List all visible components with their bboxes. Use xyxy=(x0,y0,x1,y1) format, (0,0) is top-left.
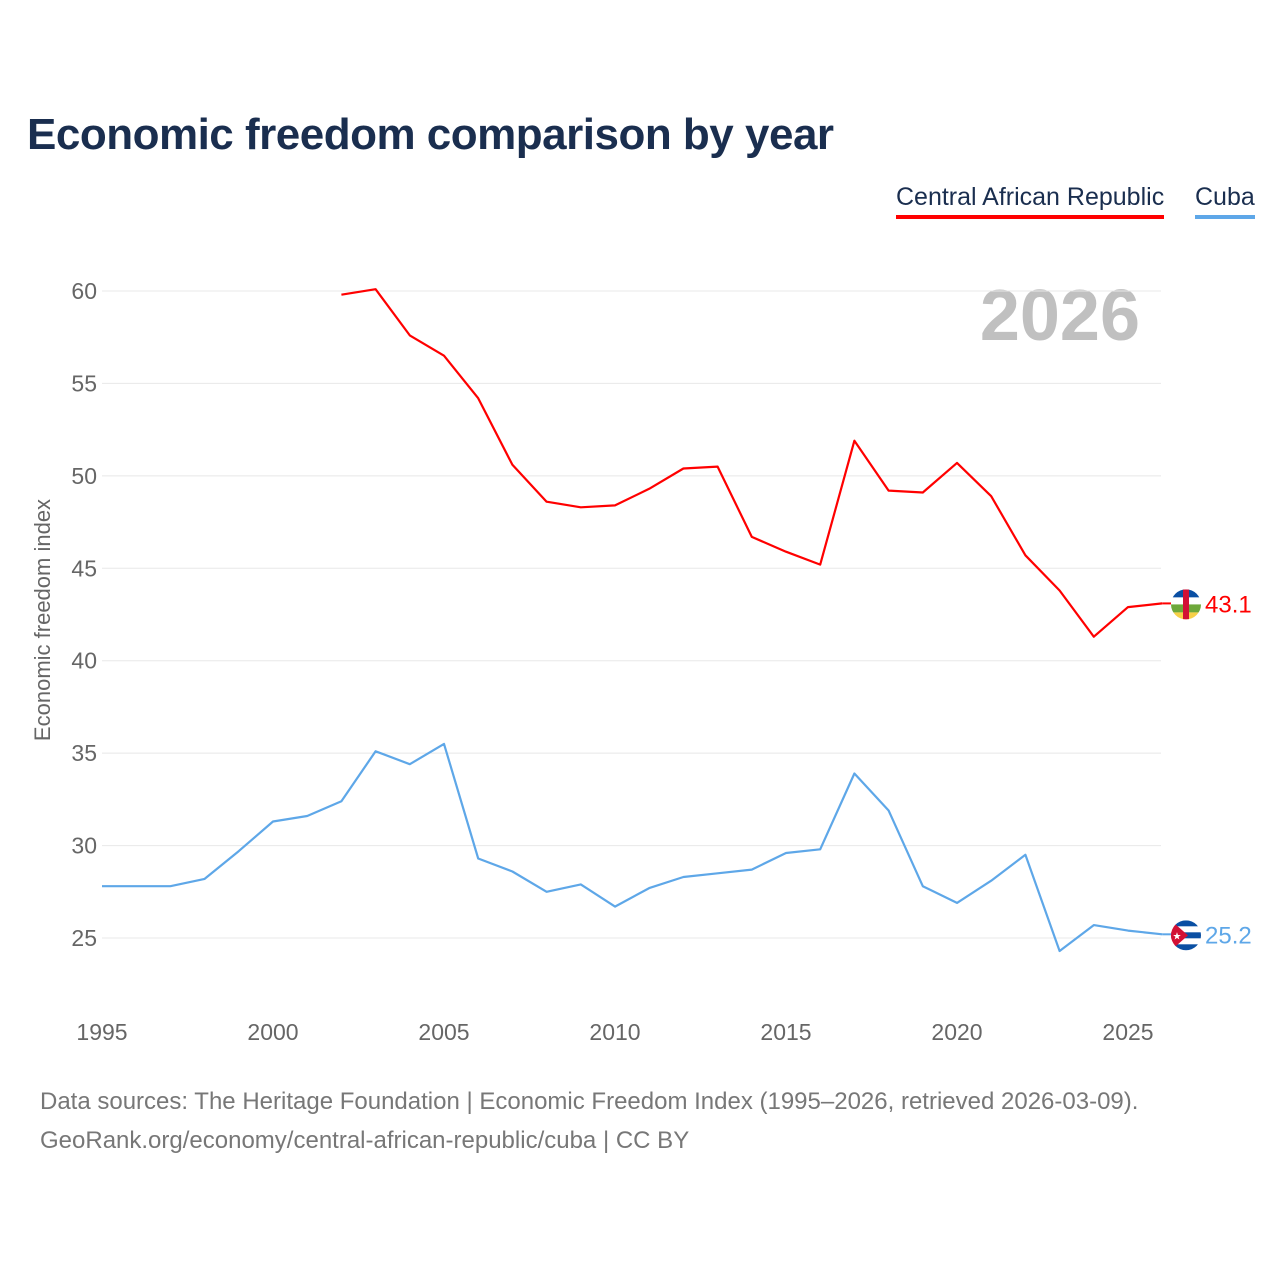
svg-text:★: ★ xyxy=(1173,931,1182,942)
x-tick-label: 2010 xyxy=(589,1019,640,1045)
y-tick-label: 45 xyxy=(71,555,97,581)
x-tick-label: 2000 xyxy=(247,1019,298,1045)
y-tick-label: 30 xyxy=(71,833,97,859)
year-watermark: 2026 xyxy=(980,276,1140,356)
y-tick-label: 50 xyxy=(71,463,97,489)
y-tick-label: 40 xyxy=(71,648,97,674)
series-line-cuba xyxy=(102,742,1163,953)
x-tick-label: 2025 xyxy=(1102,1019,1153,1045)
x-tick-label: 2005 xyxy=(418,1019,469,1045)
data-source-text: Data sources: The Heritage Foundation | … xyxy=(40,1088,1139,1115)
end-value-label: 43.1 xyxy=(1205,591,1252,618)
attribution-text: GeoRank.org/economy/central-african-repu… xyxy=(40,1127,690,1154)
y-tick-label: 60 xyxy=(71,278,97,304)
series-line-central-african-republic xyxy=(341,288,1163,638)
y-tick-label: 25 xyxy=(71,925,97,951)
car-flag-icon xyxy=(1171,589,1201,620)
cuba-flag-icon: ★ xyxy=(1171,920,1201,951)
y-axis-label: Economic freedom index xyxy=(30,499,55,741)
chart-title: Economic freedom comparison by year xyxy=(27,110,834,159)
x-tick-label: 1995 xyxy=(76,1019,127,1045)
legend-item-central-african-republic[interactable]: Central African Republic xyxy=(896,183,1165,219)
end-value-label: 25.2 xyxy=(1205,922,1252,949)
y-tick-label: 55 xyxy=(71,370,97,396)
x-tick-label: 2015 xyxy=(760,1019,811,1045)
x-tick-label: 2020 xyxy=(931,1019,982,1045)
y-tick-label: 35 xyxy=(71,740,97,766)
legend-item-cuba[interactable]: Cuba xyxy=(1195,183,1255,219)
